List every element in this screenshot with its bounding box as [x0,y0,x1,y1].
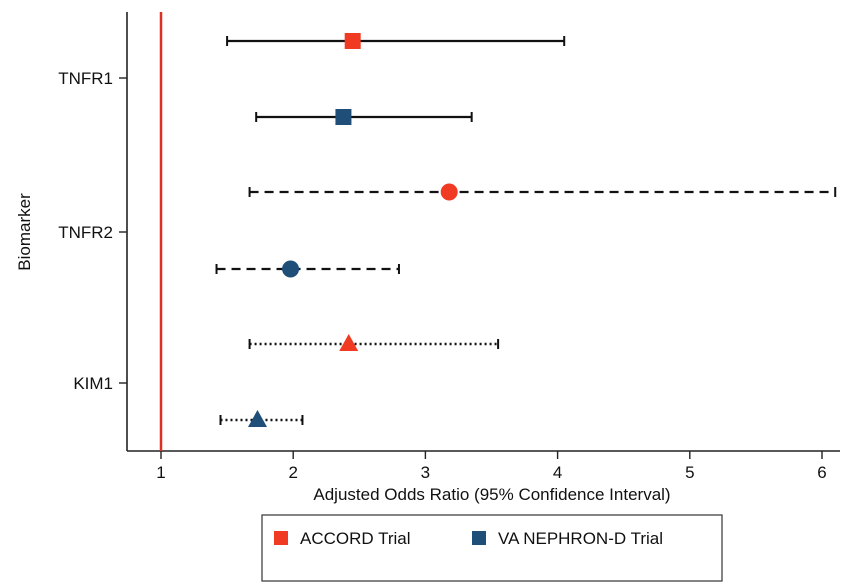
marker-tnfr2-va-nephron-d-trial [282,260,300,278]
marker-tnfr1-va-nephron-d-trial [335,109,352,125]
x-axis-title: Adjusted Odds Ratio (95% Confidence Inte… [313,485,670,504]
marker-tnfr1-accord-trial [344,33,361,49]
marker-kim1-va-nephron-d-trial [248,410,268,427]
x-tick-label-6: 6 [817,463,826,482]
x-tick-label-1: 1 [156,463,165,482]
y-tick-label-tnfr2: TNFR2 [58,223,113,242]
x-tick-label-4: 4 [553,463,562,482]
x-tick-label-2: 2 [288,463,297,482]
legend-box [261,514,723,582]
x-ticks: 1 2 3 4 5 6 [156,451,827,482]
y-tick-label-tnfr1: TNFR1 [58,69,113,88]
estimate-rows [215,33,837,427]
y-ticks: TNFR1 TNFR2 KIM1 [58,69,127,393]
marker-tnfr2-accord-trial [440,183,458,201]
y-axis-title: Biomarker [15,193,34,271]
marker-kim1-accord-trial [339,334,359,351]
y-tick-label-kim1: KIM1 [73,374,113,393]
legend-swatch-accord [274,531,288,545]
legend-label-va-nephron-d: VA NEPHRON-D Trial [498,529,663,548]
legend-swatch-va-nephron-d [472,531,486,545]
x-tick-label-5: 5 [685,463,694,482]
legend-label-accord: ACCORD Trial [300,529,411,548]
legend: ACCORD Trial VA NEPHRON-D Trial [261,514,723,582]
x-tick-label-3: 3 [421,463,430,482]
